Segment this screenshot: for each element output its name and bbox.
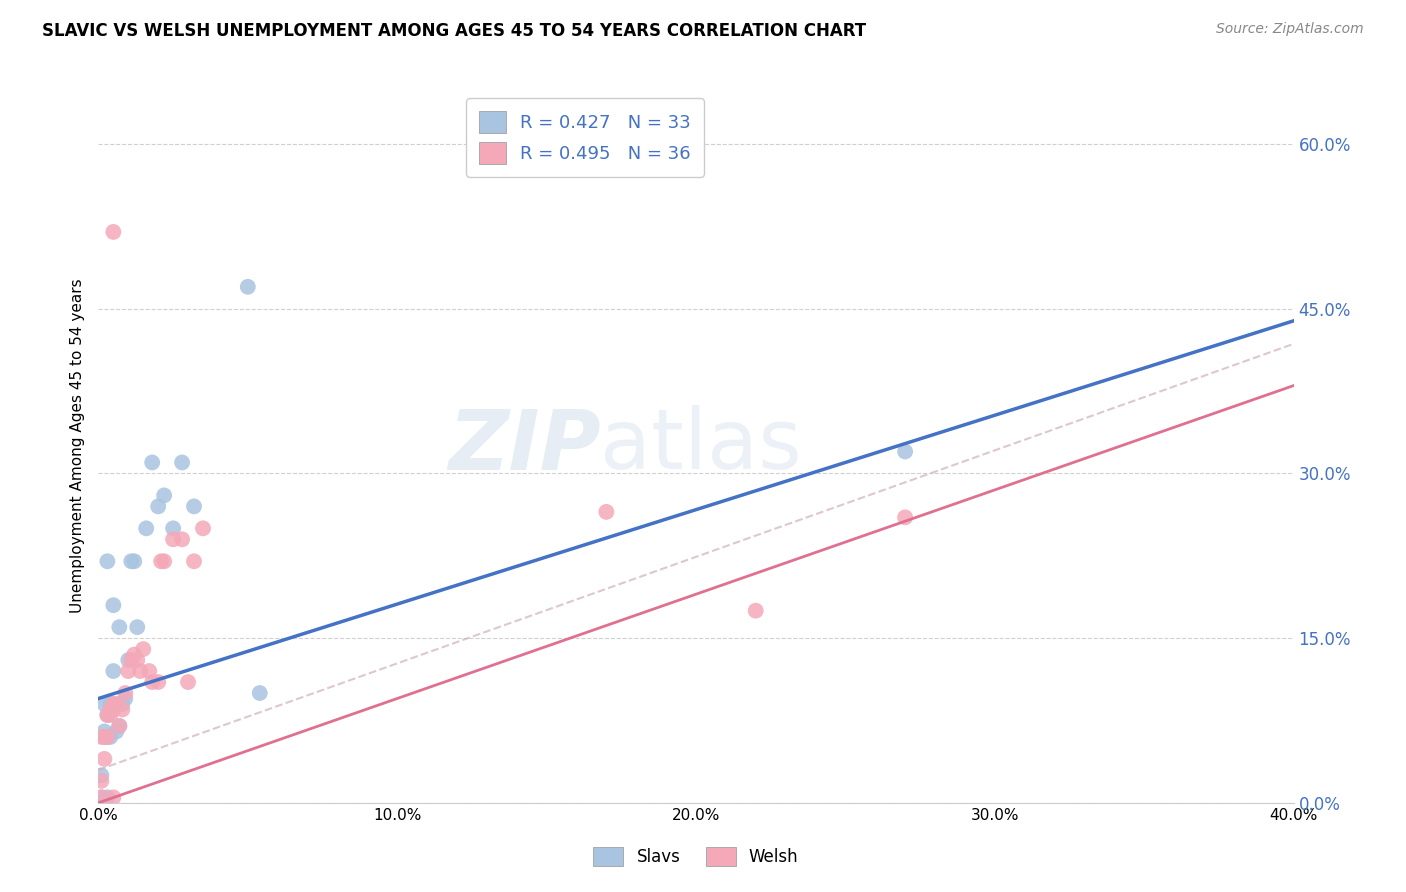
Point xyxy=(894,510,917,524)
Point xyxy=(90,768,112,782)
Point xyxy=(103,790,125,805)
Point xyxy=(103,664,125,678)
Point xyxy=(96,730,118,744)
Point xyxy=(96,708,118,723)
Point xyxy=(150,554,173,568)
Point xyxy=(114,686,136,700)
Point xyxy=(153,488,176,502)
Point xyxy=(191,521,214,535)
Point xyxy=(117,653,139,667)
Point xyxy=(111,702,134,716)
Point xyxy=(129,664,152,678)
Point xyxy=(153,554,176,568)
Point xyxy=(103,702,125,716)
Point xyxy=(96,790,118,805)
Point xyxy=(93,752,115,766)
Point xyxy=(103,225,125,239)
Point xyxy=(141,455,163,469)
Text: atlas: atlas xyxy=(600,406,801,486)
Point xyxy=(124,554,146,568)
Point xyxy=(105,724,128,739)
Point xyxy=(93,730,115,744)
Point xyxy=(183,500,205,514)
Point xyxy=(172,455,194,469)
Point xyxy=(172,533,194,547)
Point xyxy=(108,620,131,634)
Point xyxy=(93,730,115,744)
Point xyxy=(162,521,184,535)
Point xyxy=(103,598,125,612)
Text: SLAVIC VS WELSH UNEMPLOYMENT AMONG AGES 45 TO 54 YEARS CORRELATION CHART: SLAVIC VS WELSH UNEMPLOYMENT AMONG AGES … xyxy=(42,22,866,40)
Point xyxy=(90,730,112,744)
Point xyxy=(100,730,122,744)
Point xyxy=(93,697,115,711)
Point xyxy=(93,724,115,739)
Point xyxy=(148,675,170,690)
Point xyxy=(127,620,149,634)
Point xyxy=(90,790,112,805)
Point xyxy=(120,554,142,568)
Point xyxy=(894,444,917,458)
Point xyxy=(249,686,271,700)
Point xyxy=(162,533,184,547)
Point xyxy=(124,648,146,662)
Point xyxy=(100,708,122,723)
Point xyxy=(127,653,149,667)
Text: Source: ZipAtlas.com: Source: ZipAtlas.com xyxy=(1216,22,1364,37)
Point xyxy=(132,642,155,657)
Point xyxy=(138,664,160,678)
Point xyxy=(100,697,122,711)
Point xyxy=(595,505,617,519)
Y-axis label: Unemployment Among Ages 45 to 54 years: Unemployment Among Ages 45 to 54 years xyxy=(69,278,84,614)
Point xyxy=(117,664,139,678)
Point xyxy=(108,719,131,733)
Point xyxy=(105,697,128,711)
Point xyxy=(236,280,259,294)
Point xyxy=(96,708,118,723)
Legend: Slavs, Welsh: Slavs, Welsh xyxy=(586,840,806,873)
Point xyxy=(177,675,200,690)
Point xyxy=(90,790,112,805)
Point xyxy=(148,500,170,514)
Text: ZIP: ZIP xyxy=(447,406,600,486)
Point xyxy=(135,521,157,535)
Point xyxy=(141,675,163,690)
Point xyxy=(183,554,205,568)
Point xyxy=(103,697,125,711)
Point xyxy=(111,697,134,711)
Point xyxy=(103,697,125,711)
Point xyxy=(90,773,112,788)
Point xyxy=(96,554,118,568)
Point xyxy=(745,604,768,618)
Point xyxy=(96,730,118,744)
Point xyxy=(100,702,122,716)
Point xyxy=(114,691,136,706)
Point xyxy=(120,653,142,667)
Point xyxy=(108,719,131,733)
